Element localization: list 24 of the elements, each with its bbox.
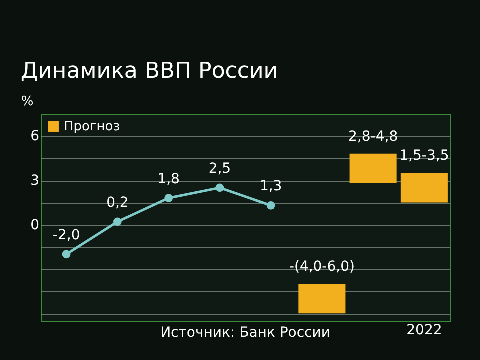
y-axis-title: % [21, 94, 34, 110]
data-label: -2,0 [52, 227, 80, 244]
point [164, 194, 173, 202]
y-tick-label: 3 [30, 173, 40, 190]
bar [350, 154, 397, 184]
data-label: 1,3 [260, 178, 282, 195]
point [266, 201, 276, 210]
point [114, 218, 122, 226]
data-label: 2,8-4,8 [348, 128, 398, 145]
bar [298, 284, 346, 314]
bar [400, 173, 448, 203]
data-label: 2,5 [208, 160, 232, 177]
y-tick-label: 6 [30, 128, 40, 145]
x-tick-label: 2022 [406, 322, 442, 338]
data-label: 1,8 [158, 171, 180, 188]
chart-title: Динамика ВВП России [20, 59, 278, 84]
data-label: -(4,0-6,0) [289, 259, 355, 276]
text: Источник: Банк России [160, 325, 330, 341]
legend-label: Прогноз [64, 120, 120, 134]
data-label: 0,2 [106, 194, 129, 211]
y-tick-label: 0 [30, 217, 40, 234]
data-label: 1,5-3,5 [400, 148, 450, 164]
point [216, 184, 224, 192]
point [62, 250, 71, 259]
